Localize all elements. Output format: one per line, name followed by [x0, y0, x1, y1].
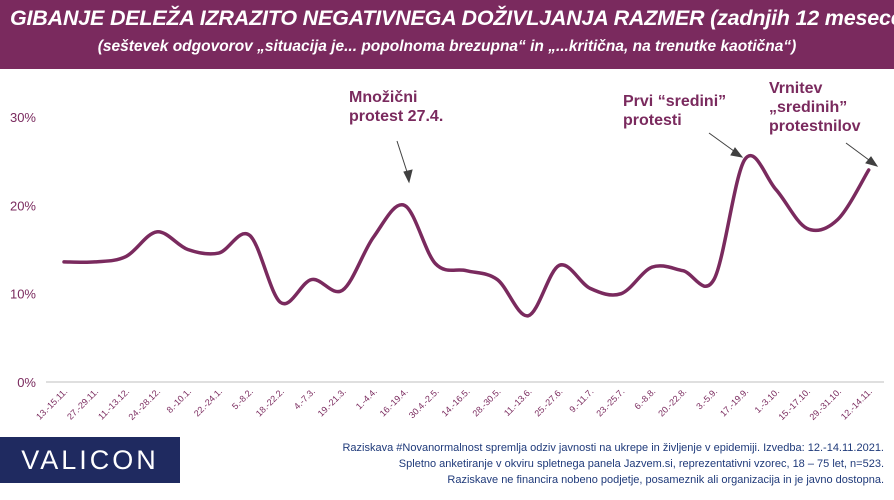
- arrowhead-return-protests: [865, 156, 879, 167]
- x-tick-label: 28.-30.5.: [471, 386, 503, 418]
- y-tick-label: 30%: [10, 110, 36, 125]
- x-tick-label: 25.-27.6.: [532, 386, 564, 418]
- footer-line-1: Raziskava #Novanormalnost spremlja odziv…: [342, 442, 884, 454]
- x-tick-label: 18.-22.2.: [254, 386, 286, 418]
- x-tick-label: 17.-19.9.: [718, 386, 750, 418]
- chart-subtitle: (seštevek odgovorov „situacija je... pop…: [97, 38, 797, 55]
- annotation-return-protests: Vrnitev „sredinih” protestnilov: [769, 80, 861, 135]
- x-tick-label: 13.-15.11.: [34, 386, 69, 421]
- x-tick-label: 9.-11.7.: [567, 386, 595, 414]
- y-tick-label: 20%: [10, 198, 36, 213]
- footer-line-2: Spletno anketiranje v okviru spletnega p…: [398, 458, 884, 470]
- x-axis-ticks: 13.-15.11.27.-29.11.11.-13.12.24.-28.12.…: [34, 386, 874, 422]
- x-tick-label: 11.-13.12.: [96, 386, 131, 421]
- x-tick-label: 30.4.-2.5.: [407, 386, 441, 420]
- arrowhead-first-protests: [730, 147, 744, 158]
- x-tick-label: 4.-7.3.: [292, 386, 317, 411]
- line-chart: 0% 10% 20% 30% 13.-15.11.27.-29.11.11.-13.1…: [10, 110, 884, 422]
- y-axis: 0% 10% 20% 30%: [10, 110, 36, 390]
- x-tick-label: 20.-22.8.: [656, 386, 688, 418]
- chart-title: GIBANJE DELEŽA IZRAZITO NEGATIVNEGA DOŽI…: [10, 6, 894, 30]
- annotation-first-protests: Prvi “sredini” protesti: [623, 93, 727, 129]
- footer-notes: Raziskava #Novanormalnost spremlja odziv…: [190, 440, 884, 488]
- x-tick-label: 11.-13.6.: [502, 386, 534, 418]
- chart-header: GIBANJE DELEŽA IZRAZITO NEGATIVNEGA DOŽI…: [0, 0, 894, 69]
- x-tick-label: 27.-29.11.: [65, 386, 100, 421]
- x-tick-label: 23.-25.7.: [594, 386, 626, 418]
- x-tick-label: 22.-24.1.: [192, 386, 224, 418]
- arrowhead-protest: [403, 169, 413, 184]
- x-tick-label: 6.-8.8.: [632, 386, 657, 411]
- x-tick-label: 16.-19.4.: [378, 386, 410, 418]
- footer-line-3: Raziskave ne financira nobeno podjetje, …: [447, 474, 884, 486]
- y-tick-label: 10%: [10, 287, 36, 302]
- x-tick-label: 29.-31.10.: [807, 386, 843, 422]
- x-tick-label: 1.-3.10.: [753, 386, 782, 415]
- x-tick-label: 8.-10.1.: [165, 386, 194, 415]
- x-tick-label: 5.-8.2.: [230, 386, 255, 411]
- annotation-arrows: [396, 132, 879, 184]
- x-tick-label: 19.-21.3.: [316, 386, 348, 418]
- series-line: [62, 154, 871, 318]
- x-tick-label: 15.-17.10.: [776, 386, 812, 422]
- x-tick-label: 24.-28.12.: [127, 386, 163, 422]
- x-tick-label: 12.-14.11.: [839, 386, 874, 421]
- x-tick-label: 1.-4.4.: [354, 386, 379, 411]
- x-tick-label: 14.-16.5.: [440, 386, 472, 418]
- x-tick-label: 3.-5.9.: [694, 386, 719, 411]
- valicon-logo: VALICON: [0, 437, 180, 483]
- annotation-mass-protest: Množični protest 27.4.: [349, 89, 444, 125]
- y-tick-label: 0%: [17, 375, 36, 390]
